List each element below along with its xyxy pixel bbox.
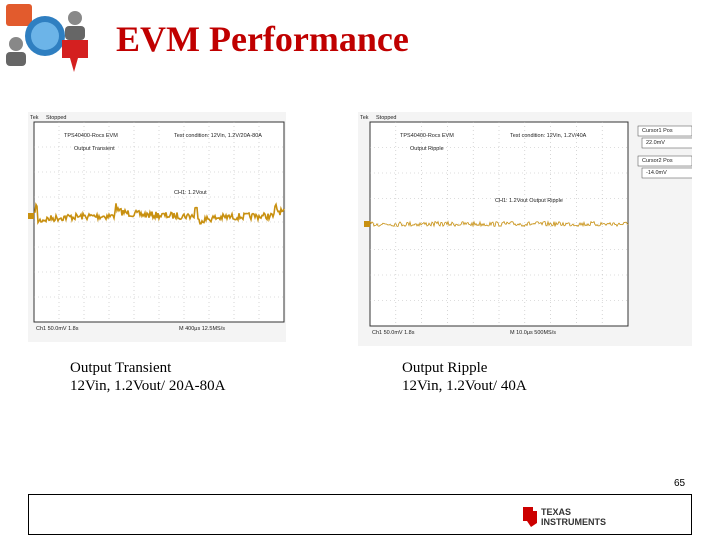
scope-text: Ch1 50.0mV 1.8s — [36, 326, 79, 332]
channel-marker — [364, 221, 370, 227]
scope-text: TPS40400-Rocs EVM — [400, 133, 454, 139]
logo-text: INSTRUMENTS — [541, 517, 606, 527]
scope-text: Test condition: 12Vin, 1.2V/40A — [510, 133, 587, 139]
scope-text: M 400μs 12.5MS/s — [179, 326, 225, 332]
scope-text: TPS40400-Rocs EVM — [64, 133, 118, 139]
scope-text: Stopped — [376, 115, 397, 121]
caption: Output Transient 12Vin, 1.2Vout/ 20A-80A — [70, 359, 226, 395]
title: EVM Performance — [116, 19, 409, 59]
cursor-box — [637, 125, 692, 137]
page-number: 65 — [674, 478, 686, 489]
scope-text: CH1: 1.2Vout — [174, 190, 207, 196]
scope-screenshot: Tek Stopped TPS40400-Rocs EVM Test conditio… — [28, 112, 286, 342]
logo-text: TEXAS — [541, 507, 571, 517]
scope-text: Output Ripple — [410, 146, 444, 152]
cursor-box — [641, 137, 692, 149]
scope-text: Cursor2 Pos — [642, 158, 673, 164]
channel-marker — [28, 213, 34, 219]
scope-screenshot: Tek Stopped TPS40400-Rocs EVM Test conditio… — [358, 112, 692, 346]
scope-text: Output Transient — [74, 146, 115, 152]
scope-text: CH1: 1.2Vout Output Ripple — [495, 198, 563, 204]
scope-text: Tek — [30, 115, 39, 121]
caption-line: 12Vin, 1.2Vout/ 40A — [402, 378, 527, 394]
scope-text: Test condition: 12Vin, 1.2V/20A-80A — [174, 133, 262, 139]
scope-text: 22.0mV — [646, 140, 665, 146]
caption-line: Output Transient — [70, 360, 172, 376]
scope-text: Ch1 50.0mV 1.8s — [372, 330, 415, 336]
icon — [6, 4, 88, 72]
cursor-box — [641, 167, 692, 179]
scope-text: Cursor1 Pos — [642, 128, 673, 134]
footer: TEXAS INSTRUMENTS — [28, 494, 692, 535]
waveform — [369, 220, 629, 228]
scope-text: -14.0mV — [646, 170, 667, 176]
waveform — [33, 202, 285, 226]
caption: Output Ripple 12Vin, 1.2Vout/ 40A — [402, 359, 527, 395]
scope-text: M 10.0μs 500MS/s — [510, 330, 556, 336]
scope-text: Tek — [360, 115, 369, 121]
ti-logo: TEXAS INSTRUMENTS — [523, 507, 606, 527]
caption-line: Output Ripple — [402, 360, 488, 376]
scope-text: Stopped — [46, 115, 67, 121]
cursor-box — [637, 155, 692, 167]
caption-line: 12Vin, 1.2Vout/ 20A-80A — [70, 378, 226, 394]
